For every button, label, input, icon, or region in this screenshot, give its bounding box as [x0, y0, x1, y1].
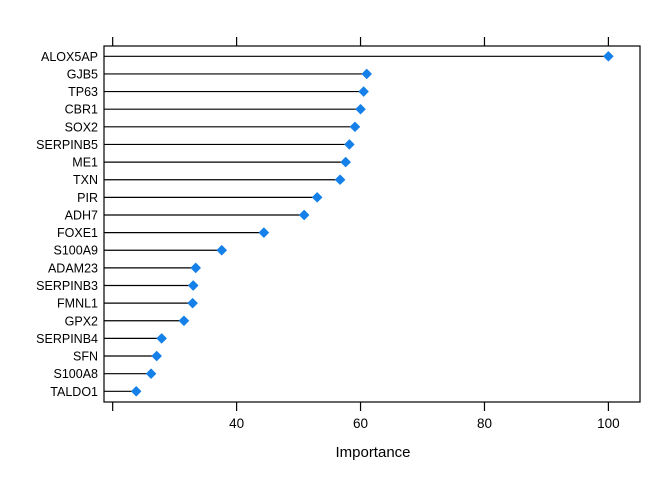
data-point-diamond: [603, 51, 614, 62]
lollipop-lines-layer: [104, 55, 609, 392]
row-label-tp63: TP63: [68, 85, 98, 99]
plot-border-box: [103, 45, 641, 403]
row-label-sfn: SFN: [73, 350, 98, 364]
data-point-diamond: [349, 121, 361, 132]
data-point-diamond: [340, 156, 351, 168]
row-label-foxe1: FOXE1: [57, 226, 98, 240]
data-point-diamond: [187, 298, 198, 309]
axis-ticks-layer: [112, 37, 609, 411]
row-label-serpinb3: SERPINB3: [36, 279, 98, 293]
data-point-diamond: [334, 174, 346, 185]
row-label-gpx2: GPX2: [65, 314, 98, 328]
axis-labels-layer: ALOX5AP GJB5 TP63 CBR1 SOX2 SERPINB5 ME1 TXN PIR…: [36, 50, 620, 431]
row-label-taldo1: TALDO1: [50, 385, 98, 399]
row-label-fmnl1: FMNL1: [57, 297, 98, 311]
row-label-s100a8: S100A8: [54, 367, 99, 381]
x-tick-label: 100: [597, 416, 620, 431]
row-label-serpinb5: SERPINB5: [36, 138, 98, 152]
row-label-adam23: ADAM23: [48, 261, 98, 275]
data-point-diamond: [361, 68, 372, 80]
row-label-gjb5: GJB5: [67, 67, 98, 81]
row-label-s100a9: S100A9: [54, 244, 99, 258]
x-axis-title: Importance: [335, 444, 410, 461]
row-label-alox5ap: ALOX5AP: [41, 50, 98, 64]
data-point-diamond: [344, 139, 355, 150]
row-label-sox2: SOX2: [65, 120, 98, 134]
row-label-adh7: ADH7: [65, 208, 98, 222]
data-point-diamond: [156, 333, 167, 344]
data-point-diamond: [358, 86, 369, 97]
row-label-cbr1: CBR1: [65, 103, 98, 117]
data-point-diamond: [190, 262, 201, 273]
row-label-me1: ME1: [72, 156, 98, 170]
data-points-layer: [131, 51, 614, 397]
data-point-diamond: [188, 280, 199, 291]
data-point-diamond: [258, 227, 269, 238]
row-label-pir: PIR: [77, 191, 98, 205]
data-point-diamond: [151, 350, 162, 362]
data-point-diamond: [145, 368, 157, 379]
x-tick-label: 80: [477, 416, 492, 431]
data-point-diamond: [312, 192, 323, 203]
x-tick-label: 60: [353, 416, 368, 431]
row-label-serpinb4: SERPINB4: [36, 332, 98, 346]
x-tick-label: 40: [229, 416, 244, 431]
data-point-diamond: [216, 245, 227, 256]
data-point-diamond: [178, 315, 190, 326]
data-point-diamond: [299, 209, 310, 221]
data-point-diamond: [355, 104, 366, 115]
row-label-txn: TXN: [73, 173, 98, 187]
data-point-diamond: [131, 386, 142, 397]
